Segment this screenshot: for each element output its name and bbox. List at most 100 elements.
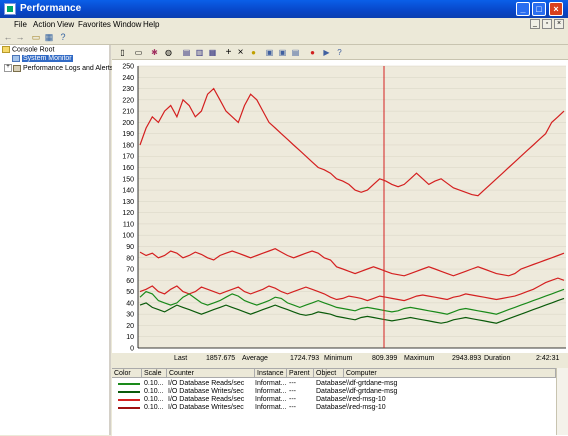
menu-window[interactable]: Window xyxy=(113,20,142,29)
series-color-swatch xyxy=(118,399,140,401)
y-tick-label: 200 xyxy=(122,120,134,127)
legend-cell-computer: \\red-msg-10 xyxy=(346,396,386,403)
update-data-icon[interactable]: ▶ xyxy=(323,48,330,57)
view-graph-icon[interactable]: ▤ xyxy=(182,48,191,57)
legend-header-object[interactable]: Object xyxy=(314,369,344,378)
last-label: Last xyxy=(174,355,188,362)
forward-arrow-icon[interactable]: → xyxy=(15,32,25,42)
performance-app-icon xyxy=(4,3,16,15)
y-tick-label: 30 xyxy=(126,312,134,319)
y-tick-label: 230 xyxy=(122,86,134,93)
series-line xyxy=(139,87,565,197)
line-chart: 0 10 20 30 40 50 60 70 80 90 100 110 120 130 140 150 160… xyxy=(122,64,566,353)
series-color-swatch xyxy=(118,407,140,409)
help-icon[interactable]: ? xyxy=(60,32,66,42)
y-tick-label: 50 xyxy=(126,289,134,296)
y-tick-label: 210 xyxy=(122,109,134,116)
legend-cell-parent: --- xyxy=(289,380,296,387)
view-log-data-icon[interactable]: ◍ xyxy=(165,48,172,57)
minimum-value: 809.399 xyxy=(372,355,398,362)
legend-cell-instance: Informat... xyxy=(255,404,287,411)
legend-header-parent[interactable]: Parent xyxy=(287,369,314,378)
expand-plus-icon[interactable]: + xyxy=(4,64,12,72)
window-title: Performance xyxy=(20,3,82,14)
series-line xyxy=(139,297,565,324)
average-value: 1724.793 xyxy=(290,355,320,362)
legend-cell-instance: Informat... xyxy=(255,396,287,403)
performance-graph: 0 10 20 30 40 50 60 70 80 90 100 110 120 130 140 150 160… xyxy=(112,60,568,353)
tree-node-system-monitor[interactable]: System Monitor xyxy=(12,55,73,63)
copy-properties-icon[interactable]: ▣ xyxy=(265,48,274,57)
help-icon[interactable]: ? xyxy=(337,48,342,57)
y-tick-label: 0 xyxy=(130,346,134,353)
menu-help[interactable]: Help xyxy=(143,20,160,29)
view-histogram-icon[interactable]: ▥ xyxy=(195,48,204,57)
y-tick-label: 250 xyxy=(122,64,134,71)
legend-header-counter[interactable]: Counter xyxy=(167,369,255,378)
legend-row[interactable]: 0.10... I/O Database Reads/sec Informat...… xyxy=(112,380,568,388)
mdi-restore-button[interactable]: ▫ xyxy=(542,19,552,29)
legend-header-color[interactable]: Color xyxy=(112,369,142,378)
title-bar: Performance _ □ × xyxy=(0,0,568,18)
legend-cell-object: Database xyxy=(316,404,346,411)
y-tick-label: 70 xyxy=(126,267,134,274)
legend-cell-instance: Informat... xyxy=(255,380,287,387)
y-tick-label: 60 xyxy=(126,278,134,285)
legend-cell-computer: \\df-grtdane-msg xyxy=(346,388,398,395)
back-arrow-icon[interactable]: ← xyxy=(3,32,13,42)
properties-icon[interactable]: ▤ xyxy=(291,48,300,57)
menu-file[interactable]: File xyxy=(14,20,27,29)
legend-cell-instance: Informat... xyxy=(255,388,287,395)
legend-scrollbar[interactable] xyxy=(556,368,568,435)
close-button[interactable]: × xyxy=(549,2,563,16)
tree-node-console-root[interactable]: Console Root xyxy=(2,46,54,53)
tree-label: Performance Logs and Alerts xyxy=(23,64,114,72)
tree-label: System Monitor xyxy=(22,55,73,63)
paste-counter-list-icon[interactable]: ▣ xyxy=(278,48,287,57)
clear-display-icon[interactable]: ▭ xyxy=(134,48,143,57)
menu-favorites[interactable]: Favorites xyxy=(78,20,111,29)
legend-header-instance[interactable]: Instance xyxy=(255,369,287,378)
legend-cell-computer: \\df-grtdane-msg xyxy=(346,380,398,387)
menu-action[interactable]: Action xyxy=(33,20,56,29)
maximum-label: Maximum xyxy=(404,355,435,362)
legend-cell-computer: \\red-msg-10 xyxy=(346,404,386,411)
view-report-icon[interactable]: ▦ xyxy=(208,48,217,57)
new-counter-set-icon[interactable]: ▯ xyxy=(120,48,125,57)
y-tick-label: 10 xyxy=(126,334,134,341)
show-tree-icon[interactable]: ▦ xyxy=(44,32,54,42)
y-tick-label: 150 xyxy=(122,176,134,183)
legend-header-computer[interactable]: Computer xyxy=(344,369,556,378)
mdi-minimize-button[interactable]: _ xyxy=(530,19,540,29)
duration-value: 2:42:31 xyxy=(536,355,560,362)
legend-cell-parent: --- xyxy=(289,404,296,411)
view-current-activity-icon[interactable]: ✱ xyxy=(151,48,158,57)
legend-cell-counter: I/O Database Reads/sec xyxy=(168,380,245,387)
highlight-icon[interactable]: ● xyxy=(251,48,256,57)
series-line xyxy=(139,288,565,315)
duration-label: Duration xyxy=(484,355,511,362)
add-counter-icon[interactable]: + xyxy=(225,47,232,58)
logs-icon xyxy=(13,64,21,72)
legend-row[interactable]: 0.10... I/O Database Reads/sec Informat...… xyxy=(112,396,568,404)
legend-row[interactable]: 0.10... I/O Database Writes/sec Informat..… xyxy=(112,388,568,396)
maximize-button[interactable]: □ xyxy=(532,2,546,16)
delete-counter-icon[interactable]: × xyxy=(237,47,244,58)
series-line xyxy=(139,277,565,302)
legend-row[interactable]: 0.10... I/O Database Writes/sec Informat..… xyxy=(112,404,568,412)
minimize-button[interactable]: _ xyxy=(516,2,530,16)
tree-label: Console Root xyxy=(12,46,55,54)
y-tick-label: 180 xyxy=(122,142,134,149)
y-tick-label: 90 xyxy=(126,244,134,251)
legend-cell-counter: I/O Database Writes/sec xyxy=(168,388,244,395)
last-value: 1857.675 xyxy=(206,355,236,362)
up-folder-icon[interactable]: ▭ xyxy=(31,32,41,42)
legend-cell-scale: 0.10... xyxy=(144,388,164,395)
legend-header-scale[interactable]: Scale xyxy=(142,369,167,378)
maximum-value: 2943.893 xyxy=(452,355,482,362)
tree-node-performance-logs[interactable]: + Performance Logs and Alerts xyxy=(4,64,113,72)
mdi-close-button[interactable]: × xyxy=(554,19,564,29)
freeze-display-icon[interactable]: ● xyxy=(310,48,315,57)
menu-view[interactable]: View xyxy=(57,20,75,29)
y-tick-label: 220 xyxy=(122,97,134,104)
